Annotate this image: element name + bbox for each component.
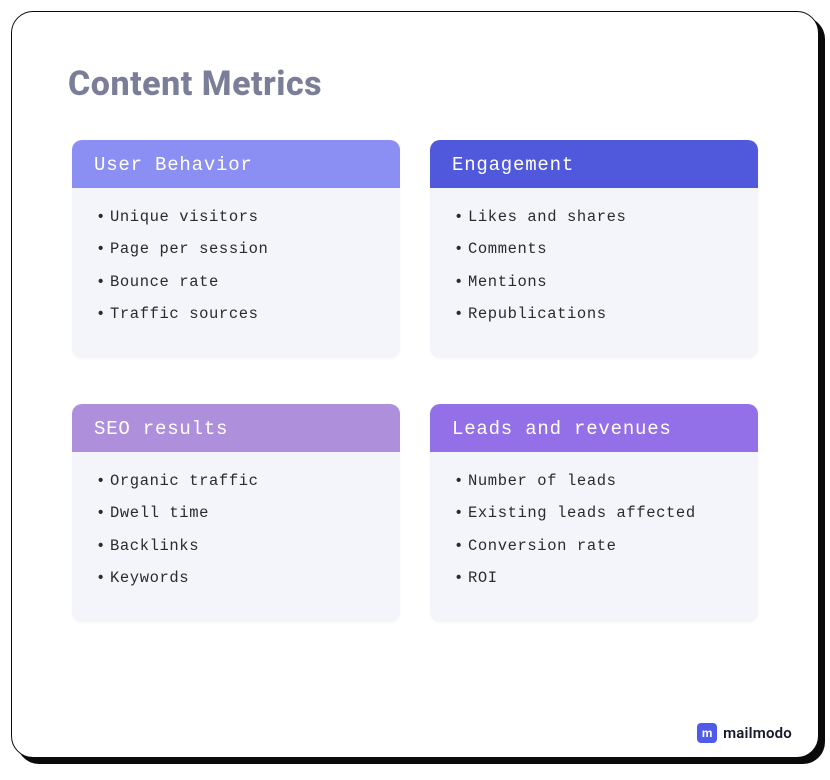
cards-grid: User Behavior Unique visitors Page per ses… xyxy=(68,140,762,622)
list-item: Number of leads xyxy=(452,470,736,492)
card-list: Unique visitors Page per session Bounce ra… xyxy=(94,206,378,326)
card-list: Likes and shares Comments Mentions Republic… xyxy=(452,206,736,326)
list-item: Organic traffic xyxy=(94,470,378,492)
card-list: Organic traffic Dwell time Backlinks Keywor… xyxy=(94,470,378,590)
brand-icon: m xyxy=(697,723,717,743)
infographic-frame: Content Metrics User Behavior Unique visi… xyxy=(11,11,819,758)
card-seo-results: SEO results Organic traffic Dwell time Back… xyxy=(72,404,400,622)
list-item: Likes and shares xyxy=(452,206,736,228)
card-user-behavior: User Behavior Unique visitors Page per ses… xyxy=(72,140,400,358)
list-item: Unique visitors xyxy=(94,206,378,228)
list-item: Traffic sources xyxy=(94,303,378,325)
list-item: Republications xyxy=(452,303,736,325)
brand-icon-glyph: m xyxy=(702,726,713,740)
list-item: Backlinks xyxy=(94,535,378,557)
page-title: Content Metrics xyxy=(68,64,762,104)
list-item: Dwell time xyxy=(94,502,378,524)
card-body: Likes and shares Comments Mentions Republic… xyxy=(430,188,758,358)
card-body: Unique visitors Page per session Bounce ra… xyxy=(72,188,400,358)
list-item: Page per session xyxy=(94,238,378,260)
list-item: ROI xyxy=(452,567,736,589)
card-header: Engagement xyxy=(430,140,758,188)
list-item: Keywords xyxy=(94,567,378,589)
brand-badge: m mailmodo xyxy=(697,723,792,743)
list-item: Comments xyxy=(452,238,736,260)
list-item: Mentions xyxy=(452,271,736,293)
brand-name: mailmodo xyxy=(723,724,792,742)
card-header: SEO results xyxy=(72,404,400,452)
card-engagement: Engagement Likes and shares Comments Mentio… xyxy=(430,140,758,358)
card-leads-revenues: Leads and revenues Number of leads Existin… xyxy=(430,404,758,622)
card-header: Leads and revenues xyxy=(430,404,758,452)
content-area: Content Metrics User Behavior Unique visi… xyxy=(12,12,818,622)
card-body: Organic traffic Dwell time Backlinks Keywor… xyxy=(72,452,400,622)
list-item: Bounce rate xyxy=(94,271,378,293)
card-body: Number of leads Existing leads affected Co… xyxy=(430,452,758,622)
list-item: Conversion rate xyxy=(452,535,736,557)
list-item: Existing leads affected xyxy=(452,502,736,524)
card-list: Number of leads Existing leads affected Co… xyxy=(452,470,736,590)
card-header: User Behavior xyxy=(72,140,400,188)
